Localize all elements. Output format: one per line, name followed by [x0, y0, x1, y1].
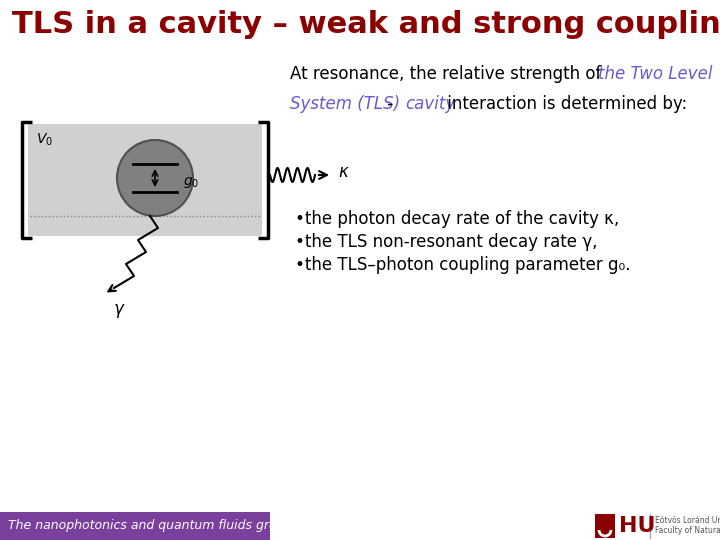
Text: Eötvös Loránd University
Faculty of Natural Sciences: Eötvös Loránd University Faculty of Natu… [655, 516, 720, 535]
Text: $\kappa$: $\kappa$ [338, 163, 350, 181]
Bar [595, 514, 615, 538]
Text: $V_0$: $V_0$ [36, 132, 53, 148]
Circle shape [117, 140, 193, 216]
Text: •the photon decay rate of the cavity κ,: •the photon decay rate of the cavity κ, [295, 210, 619, 228]
Text: •the TLS–photon coupling parameter g₀.: •the TLS–photon coupling parameter g₀. [295, 256, 631, 274]
Text: $g_0$: $g_0$ [183, 174, 199, 190]
Text: the Two Level: the Two Level [598, 65, 713, 83]
FancyBboxPatch shape [28, 124, 262, 236]
Bar [0, 512, 270, 540]
Text: interaction is determined by:: interaction is determined by: [442, 95, 688, 113]
Text: cavity: cavity [405, 95, 455, 113]
Text: •the TLS non-resonant decay rate γ,: •the TLS non-resonant decay rate γ, [295, 233, 598, 251]
Text: -: - [382, 95, 404, 113]
Text: $\gamma$: $\gamma$ [113, 302, 125, 320]
Text: TLS in a cavity – weak and strong coupling: TLS in a cavity – weak and strong coupli… [12, 10, 720, 39]
Text: The nanophotonics and quantum fluids group: The nanophotonics and quantum fluids gro… [8, 519, 292, 532]
Text: System (TLS): System (TLS) [290, 95, 400, 113]
Text: HU: HU [619, 516, 655, 536]
Text: At resonance, the relative strength of: At resonance, the relative strength of [290, 65, 607, 83]
